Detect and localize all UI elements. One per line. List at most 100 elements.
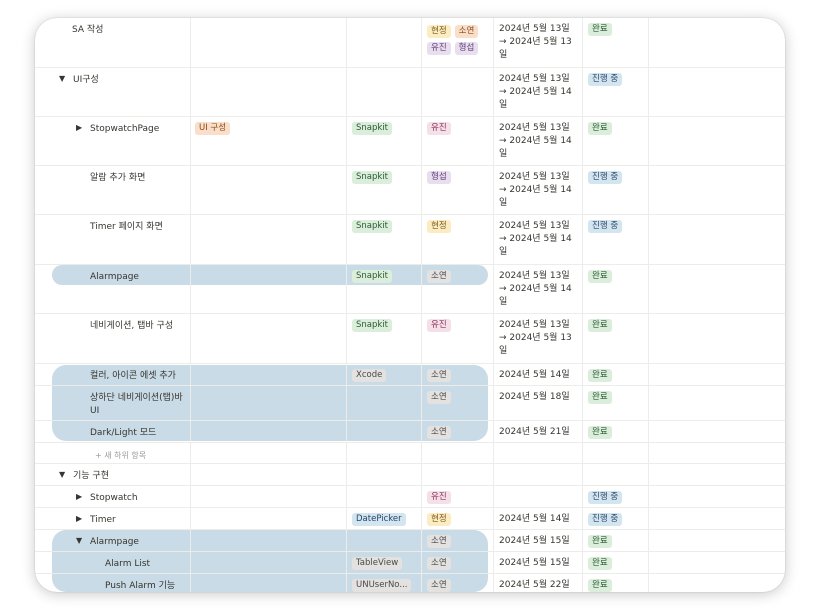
tag[interactable]: 진행 중	[588, 513, 623, 526]
tag[interactable]: 완료	[588, 391, 612, 404]
status-badge[interactable]: 완료	[588, 369, 616, 382]
date-cell[interactable]: 2024년 5월 13일 → 2024년 5월 13 일	[499, 319, 581, 358]
table-row[interactable]: SA 작성 현정 소연유진 형섭 2024년 5월 13일 → 2024년 5월 13 일 완…	[35, 18, 785, 68]
assignee-cell[interactable]: 유진	[427, 122, 491, 135]
date-cell[interactable]: 2024년 5월 13일 → 2024년 5월 14 일	[499, 122, 581, 161]
tag[interactable]: 소연	[427, 535, 451, 548]
tag[interactable]: 진행 중	[588, 171, 623, 184]
tag[interactable]: 완료	[588, 579, 612, 592]
table-row[interactable]: ▶ StopwatchPage UI 구성 Snapkit 유진 2024년 5월 13일…	[35, 117, 785, 166]
date-cell[interactable]: 2024년 5월 13일 → 2024년 5월 14 일	[499, 270, 581, 309]
new-subitem-button[interactable]: + 새 하위 항목	[95, 451, 147, 460]
date-cell[interactable]: 2024년 5월 13일 → 2024년 5월 14 일	[499, 73, 581, 112]
status-badge[interactable]: 완료	[588, 270, 616, 283]
status-badge[interactable]: 완료	[588, 23, 616, 36]
status-badge[interactable]: 진행 중	[588, 513, 626, 526]
status-badge[interactable]: 완료	[588, 391, 616, 404]
assignee-cell[interactable]: 소연	[427, 369, 491, 382]
tool-cell[interactable]: UNUserNo...	[352, 579, 422, 592]
tag[interactable]: 진행 중	[588, 73, 623, 86]
date-cell[interactable]: 2024년 5월 14일	[499, 369, 581, 382]
assignee-cell[interactable]: 소연	[427, 426, 491, 439]
tag[interactable]: 형섭	[427, 171, 451, 184]
tag[interactable]: 완료	[588, 270, 612, 283]
tag[interactable]: 완료	[588, 426, 612, 439]
assignee-cell[interactable]: 유진	[427, 491, 491, 504]
assignee-cell[interactable]: 소연	[427, 579, 491, 592]
tag[interactable]: 소연	[427, 270, 451, 283]
status-badge[interactable]: 진행 중	[588, 491, 626, 504]
tag[interactable]: 완료	[588, 557, 612, 570]
tag[interactable]: 진행 중	[588, 220, 623, 233]
assignee-cell[interactable]: 현정 소연유진 형섭	[427, 23, 491, 57]
assignee-cell[interactable]: 현정	[427, 220, 491, 233]
toggle-collapsed-icon[interactable]: ▶	[76, 123, 83, 132]
date-cell[interactable]: 2024년 5월 15일	[499, 557, 581, 570]
status-badge[interactable]: 완료	[588, 557, 616, 570]
tag[interactable]: 유진	[427, 122, 451, 135]
date-cell[interactable]: 2024년 5월 18일	[499, 391, 581, 404]
status-badge[interactable]: 완료	[588, 122, 616, 135]
tag[interactable]: TableView	[352, 557, 403, 570]
tag[interactable]: Snapkit	[352, 171, 393, 184]
tag[interactable]: 소연	[454, 25, 479, 38]
tag[interactable]: Snapkit	[352, 122, 393, 135]
toggle-collapsed-icon[interactable]: ▶	[76, 492, 83, 501]
table-row[interactable]: Alarm List TableView 소연 2024년 5월 15일 완료	[35, 552, 785, 574]
category-cell[interactable]: UI 구성	[195, 122, 265, 135]
date-cell[interactable]: 2024년 5월 15일	[499, 535, 581, 548]
table-row[interactable]: ▶ Timer DatePicker 현정 2024년 5월 14일 진행 중	[35, 508, 785, 530]
tool-cell[interactable]: Xcode	[352, 369, 422, 382]
tag[interactable]: 소연	[427, 426, 451, 439]
tag[interactable]: 완료	[588, 369, 612, 382]
tag[interactable]: 현정	[427, 513, 451, 526]
tag[interactable]: Snapkit	[352, 319, 393, 332]
tag[interactable]: 진행 중	[588, 491, 623, 504]
tag[interactable]: 완료	[588, 122, 612, 135]
tag[interactable]: 완료	[588, 319, 612, 332]
assignee-cell[interactable]: 소연	[427, 557, 491, 570]
tag[interactable]: 유진	[427, 319, 451, 332]
tag[interactable]: 소연	[427, 391, 451, 404]
table-row[interactable]: Timer 페이지 화면 Snapkit 현정 2024년 5월 13일 → 2024년…	[35, 215, 785, 265]
date-cell[interactable]: 2024년 5월 21일	[499, 426, 581, 439]
status-badge[interactable]: 진행 중	[588, 171, 626, 184]
tool-cell[interactable]: Snapkit	[352, 122, 422, 135]
date-cell[interactable]: 2024년 5월 13일 → 2024년 5월 14 일	[499, 171, 581, 210]
tag[interactable]: UI 구성	[195, 122, 231, 135]
table-row[interactable]: + 새 하위 항목	[35, 443, 785, 464]
table-row[interactable]: ▼ UI구성 2024년 5월 13일 → 2024년 5월 14 일 진행 중	[35, 68, 785, 117]
toggle-expanded-icon[interactable]: ▼	[76, 536, 83, 545]
table-row[interactable]: Dark/Light 모드 소연 2024년 5월 21일 완료	[35, 421, 785, 443]
assignee-cell[interactable]: 소연	[427, 535, 491, 548]
tag[interactable]: Snapkit	[352, 270, 393, 283]
date-cell[interactable]: 2024년 5월 13일 → 2024년 5월 14 일	[499, 220, 581, 259]
date-cell[interactable]: 2024년 5월 14일	[499, 513, 581, 526]
table-row[interactable]: ▼ Alarmpage 소연 2024년 5월 15일 완료	[35, 530, 785, 552]
tool-cell[interactable]: Snapkit	[352, 171, 422, 184]
tag[interactable]: 형섭	[454, 42, 479, 55]
status-badge[interactable]: 완료	[588, 535, 616, 548]
assignee-cell[interactable]: 유진	[427, 319, 491, 332]
assignee-cell[interactable]: 소연	[427, 270, 491, 283]
tool-cell[interactable]: Snapkit	[352, 220, 422, 233]
assignee-cell[interactable]: 소연	[427, 391, 491, 404]
tag[interactable]: 유진	[427, 491, 451, 504]
tag[interactable]: UNUserNo...	[352, 579, 412, 592]
assignee-cell[interactable]: 형섭	[427, 171, 491, 184]
status-badge[interactable]: 완료	[588, 579, 616, 592]
assignee-cell[interactable]: 현정	[427, 513, 491, 526]
table-row[interactable]: ▶ Stopwatch 유진 진행 중	[35, 486, 785, 508]
toggle-expanded-icon[interactable]: ▼	[59, 470, 66, 479]
table-row[interactable]: ▼ 기능 구현	[35, 464, 785, 486]
table-row[interactable]: Alarmpage Snapkit 소연 2024년 5월 13일 → 2024년 5월…	[35, 265, 785, 314]
date-cell[interactable]: 2024년 5월 13일 → 2024년 5월 13 일	[499, 23, 581, 62]
tag[interactable]: Xcode	[352, 369, 387, 382]
tool-cell[interactable]: TableView	[352, 557, 422, 570]
date-cell[interactable]: 2024년 5월 22일	[499, 579, 581, 592]
tool-cell[interactable]: Snapkit	[352, 319, 422, 332]
tag[interactable]: DatePicker	[352, 513, 406, 526]
table-row[interactable]: Push Alarm 기능 UNUserNo... 소연 2024년 5월 22일 완료	[35, 574, 785, 592]
status-badge[interactable]: 진행 중	[588, 220, 626, 233]
tag[interactable]: 유진	[427, 42, 451, 55]
